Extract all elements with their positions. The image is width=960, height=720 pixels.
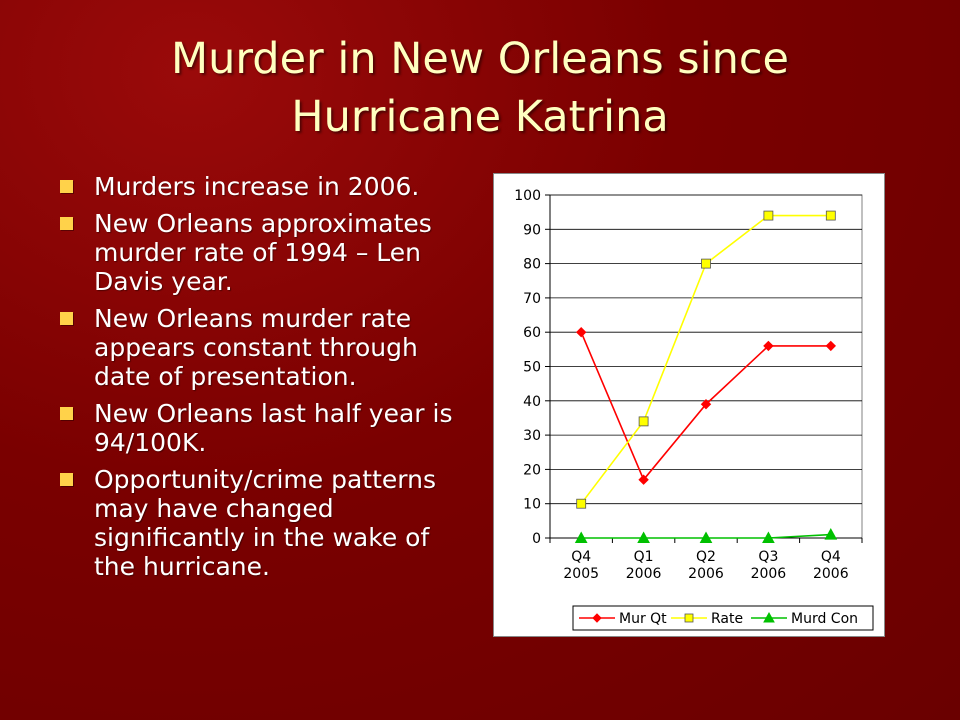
data-point-1 (701, 258, 711, 269)
x-tick-label: Q1 2006 (626, 549, 662, 582)
data-point-0 (638, 474, 649, 485)
y-tick-label: 70 (523, 291, 541, 307)
slide-title: Murder in New Orleans since Hurricane Ka… (40, 30, 920, 146)
legend-marker (763, 611, 775, 623)
x-tick-label: Q4 2005 (563, 549, 599, 582)
x-tick-label: Q3 2006 (751, 549, 787, 582)
x-tick-label-line: Q3 (758, 549, 778, 565)
bullet-item: Opportunity/crime patterns may have chan… (58, 465, 478, 581)
y-tick-label: 90 (523, 222, 541, 238)
bullet-text: New Orleans last half year is 94/100K. (94, 399, 453, 457)
legend-label: Murd Con (791, 611, 858, 627)
square-bullet-icon (60, 180, 73, 193)
square-bullet-icon (60, 473, 73, 486)
y-tick-label: 30 (523, 428, 541, 444)
bullet-text: New Orleans approximates murder rate of … (94, 209, 432, 296)
data-point-1 (763, 210, 774, 221)
y-tick-label: 10 (523, 497, 541, 513)
data-point-2 (574, 531, 588, 543)
x-tick-label-line: Q4 (571, 549, 591, 565)
data-point-2 (637, 531, 650, 543)
data-point-1 (638, 416, 649, 427)
bullet-item: New Orleans murder rate appears constant… (58, 304, 478, 391)
y-tick-label: 20 (523, 462, 541, 478)
data-point-0 (575, 326, 587, 338)
y-tick-label: 60 (523, 325, 541, 341)
bullet-text: New Orleans murder rate appears constant… (94, 304, 418, 391)
legend-marker (684, 613, 694, 623)
y-tick-label: 50 (523, 360, 541, 376)
data-point-0 (763, 340, 774, 352)
data-point-2 (824, 528, 838, 540)
x-tick-label: Q4 2006 (813, 549, 849, 582)
legend-label: Rate (711, 611, 743, 627)
square-bullet-icon (60, 407, 73, 420)
y-tick-label: 40 (523, 394, 541, 410)
y-tick-label: 80 (523, 257, 541, 273)
square-bullet-icon (60, 312, 73, 325)
data-point-2 (699, 531, 713, 543)
data-point-1 (825, 210, 836, 221)
x-tick-label-line: 2006 (688, 566, 724, 582)
x-tick-label: Q2 2006 (688, 549, 724, 582)
legend-label: Mur Qt (619, 611, 667, 627)
data-point-0 (825, 340, 837, 352)
bullet-item: New Orleans last half year is 94/100K. (58, 399, 478, 457)
x-tick-label-line: Q4 (821, 549, 841, 565)
x-tick-label-line: Q1 (634, 549, 654, 565)
x-tick-label-line: 2006 (751, 566, 787, 582)
title-line-1: Murder in New Orleans since (171, 34, 789, 84)
data-point-2 (762, 531, 775, 543)
legend-marker (592, 613, 602, 623)
x-tick-label-line: Q2 (696, 549, 716, 565)
chart-container: 0 10 20 30 40 50 60 70 80 90 100 Q4 2005 Q1 2006 Q2 2006… (493, 173, 885, 637)
y-tick-label: 100 (514, 188, 541, 204)
data-point-1 (576, 498, 587, 509)
x-tick-label-line: 2006 (626, 566, 662, 582)
x-tick-label-line: 2006 (813, 566, 849, 582)
bullet-item: New Orleans approximates murder rate of … (58, 209, 478, 296)
legend-box (572, 605, 874, 631)
data-point-0 (700, 399, 712, 410)
bullet-text: Opportunity/crime patterns may have chan… (94, 465, 436, 581)
bullet-text: Murders increase in 2006. (94, 172, 420, 201)
square-bullet-icon (60, 217, 73, 230)
y-tick-label: 0 (532, 531, 541, 547)
bullet-item: Murders increase in 2006. (58, 172, 478, 201)
bullet-list: Murders increase in 2006. New Orleans ap… (58, 172, 478, 589)
x-tick-label-line: 2005 (563, 566, 599, 582)
title-line-2: Hurricane Katrina (291, 92, 669, 142)
